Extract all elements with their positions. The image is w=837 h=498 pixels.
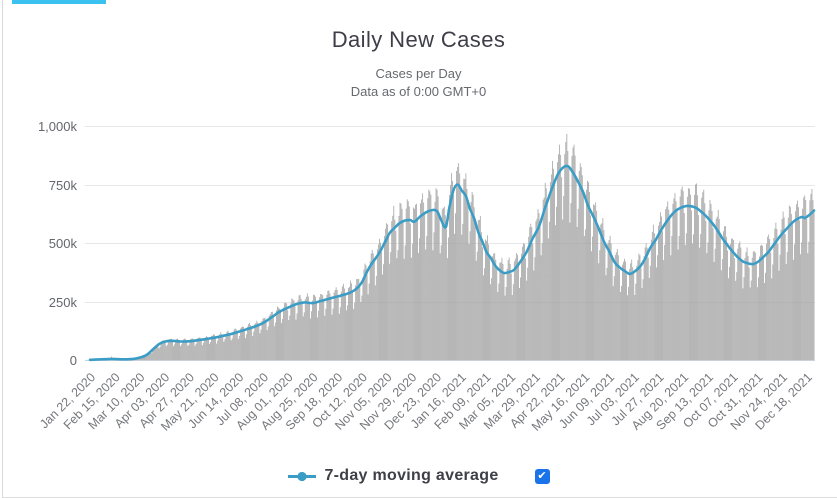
y-axis-tick-label: 750k — [49, 178, 78, 193]
chart-data-as-of: Data as of 0:00 GMT+0 — [350, 84, 487, 99]
y-axis-tick-label: 250k — [49, 295, 78, 310]
chart-title: Daily New Cases — [331, 27, 506, 52]
y-axis-tick-label: 1,000k — [38, 119, 78, 134]
y-axis-tick-label: 500k — [49, 236, 78, 251]
daily-cases-bars[interactable] — [89, 133, 815, 360]
chart-subtitle: Cases per Day — [375, 66, 462, 81]
legend-item-moving-average[interactable]: 7-day moving average ✔ — [0, 464, 837, 488]
active-tab-indicator[interactable] — [12, 0, 106, 4]
y-axis-tick-label: 0 — [70, 353, 77, 368]
legend-label: 7-day moving average — [324, 467, 499, 484]
moving-average-line[interactable] — [88, 164, 816, 362]
legend-line-marker-icon — [288, 471, 317, 481]
page-left-border — [2, 0, 3, 498]
moving-average-checkbox[interactable]: ✔ — [534, 468, 550, 484]
